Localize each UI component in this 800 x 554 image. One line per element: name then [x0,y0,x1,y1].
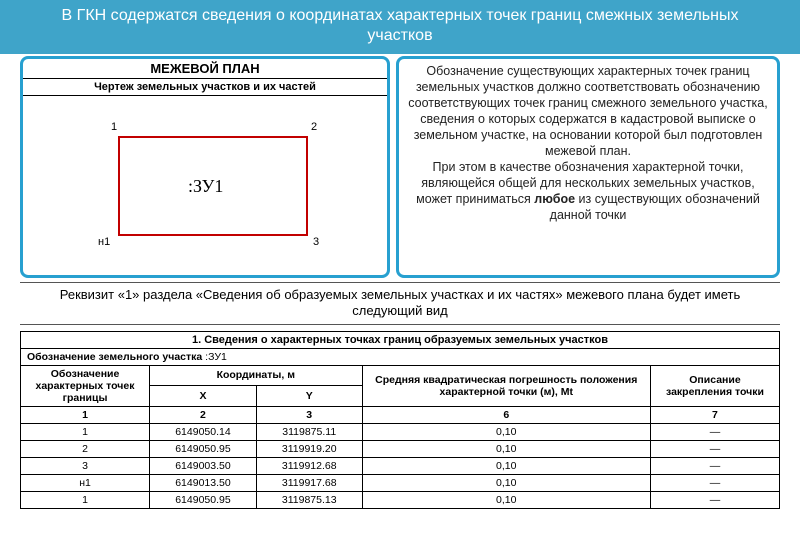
cell: 0,10 [362,474,650,491]
cell: — [650,440,779,457]
cell: 0,10 [362,457,650,474]
top-row: МЕЖЕВОЙ ПЛАН Чертеж земельных участков и… [0,54,800,278]
cell: 1 [21,423,150,440]
cell: 3 [21,457,150,474]
point-3: 3 [313,236,319,248]
cell: 3119912.68 [256,457,362,474]
plan-subtitle: Чертеж земельных участков и их частей [23,79,387,96]
point-1: 1 [111,121,117,133]
hdr-coords: Координаты, м [150,365,363,386]
cell: 6149013.50 [150,474,257,491]
points-table: 1. Сведения о характерных точках границ … [20,331,780,509]
obj-row-value: :ЗУ1 [205,351,227,363]
cell: — [650,491,779,508]
numrow-1: 1 [21,406,150,423]
hdr-y: Y [256,386,362,407]
plan-diagram: 1 2 3 н1 :ЗУ1 [23,96,387,274]
cell: 6149003.50 [150,457,257,474]
cell: 1 [21,491,150,508]
table-row: 26149050.953119919.200,10— [21,440,780,457]
cell: — [650,457,779,474]
cell: 3119875.13 [256,491,362,508]
cell: 0,10 [362,491,650,508]
point-2: 2 [311,121,317,133]
obj-row-label: Обозначение земельного участка [27,351,205,363]
zu-label: :ЗУ1 [188,176,223,197]
mid-text: Реквизит «1» раздела «Сведения об образу… [20,282,780,325]
hdr-col1: Обозначение характерных точек границы [21,365,150,406]
cell: 3119917.68 [256,474,362,491]
cell: 0,10 [362,423,650,440]
narrative-p2: При этом в качестве обозначения характер… [405,159,771,223]
cell: н1 [21,474,150,491]
cell: 2 [21,440,150,457]
cell: 3119919.20 [256,440,362,457]
title-banner: В ГКН содержатся сведения о координатах … [0,0,800,54]
plan-title: МЕЖЕВОЙ ПЛАН [23,59,387,79]
narrative-strong: любое [534,192,575,206]
narrative-box: Обозначение существующих характерных точ… [396,56,780,278]
hdr-desc: Описание закрепления точки [650,365,779,406]
numrow-7: 7 [650,406,779,423]
point-n1: н1 [98,236,110,248]
cell: 6149050.95 [150,491,257,508]
table-row: н16149013.503119917.680,10— [21,474,780,491]
cell: 6149050.14 [150,423,257,440]
cell: — [650,474,779,491]
plan-box: МЕЖЕВОЙ ПЛАН Чертеж земельных участков и… [20,56,390,278]
table-row: 16149050.953119875.130,10— [21,491,780,508]
narrative-p1: Обозначение существующих характерных точ… [405,63,771,159]
table-row: 16149050.143119875.110,10— [21,423,780,440]
obj-row: Обозначение земельного участка :ЗУ1 [21,348,780,365]
cell: 6149050.95 [150,440,257,457]
numrow-3: 3 [256,406,362,423]
numrow-2: 2 [150,406,257,423]
table-title: 1. Сведения о характерных точках границ … [21,331,780,348]
narrative-p2b: из существующих обозначений данной точки [550,192,760,222]
table-wrap: 1. Сведения о характерных точках границ … [0,331,800,509]
cell: — [650,423,779,440]
cell: 0,10 [362,440,650,457]
cell: 3119875.11 [256,423,362,440]
numrow-6: 6 [362,406,650,423]
hdr-mt: Средняя квадратическая погрешность полож… [362,365,650,406]
table-row: 36149003.503119912.680,10— [21,457,780,474]
hdr-x: X [150,386,257,407]
